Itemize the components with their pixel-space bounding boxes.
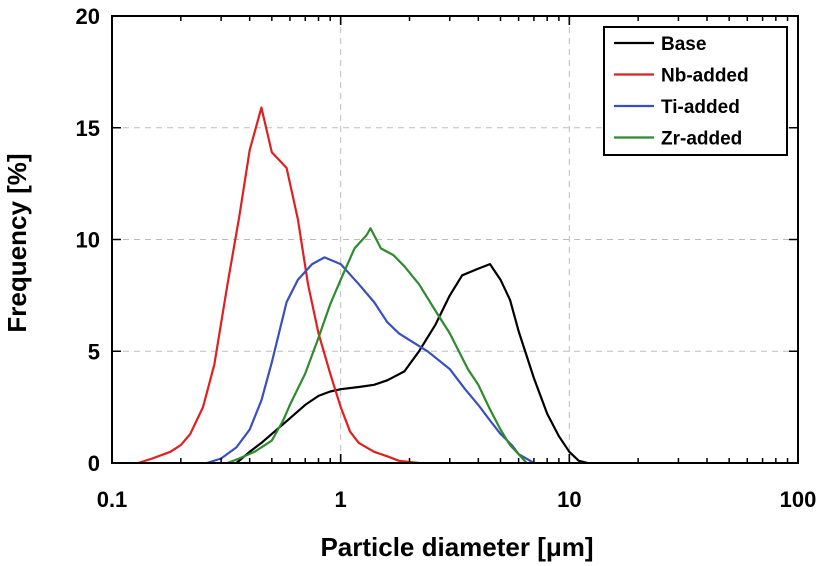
axis-ticks	[111, 15, 799, 464]
x-tick-label: 1	[335, 487, 347, 512]
y-axis-label: Frequency [%]	[2, 153, 32, 332]
y-tick-label: 0	[88, 451, 100, 476]
y-tick-label: 15	[76, 116, 100, 141]
legend-label: Zr-added	[661, 129, 742, 150]
y-tick-label: 5	[88, 339, 100, 364]
y-tick-label: 20	[76, 4, 100, 29]
y-tick-label: 10	[76, 228, 100, 253]
legend: Base Nb-added Ti-added Zr-added	[603, 26, 788, 156]
x-axis-label: Particle diameter [μm]	[320, 532, 593, 562]
legend-box	[603, 26, 788, 156]
legend-label: Nb-added	[661, 66, 749, 87]
series-line-zr-added	[227, 227, 528, 465]
x-tick-label: 10	[557, 487, 581, 512]
series-line-nb-added	[137, 106, 420, 465]
series-line-ti-added	[206, 256, 535, 465]
grid-lines	[112, 16, 798, 463]
tick-labels: 0.1 1 10 100 0 5 10 15 20	[76, 4, 817, 512]
series-lines	[137, 106, 588, 465]
x-tick-label: 100	[780, 487, 817, 512]
legend-label: Ti-added	[661, 97, 740, 118]
x-tick-label: 0.1	[97, 487, 128, 512]
series-line-base	[235, 263, 588, 465]
legend-label: Base	[661, 34, 706, 55]
